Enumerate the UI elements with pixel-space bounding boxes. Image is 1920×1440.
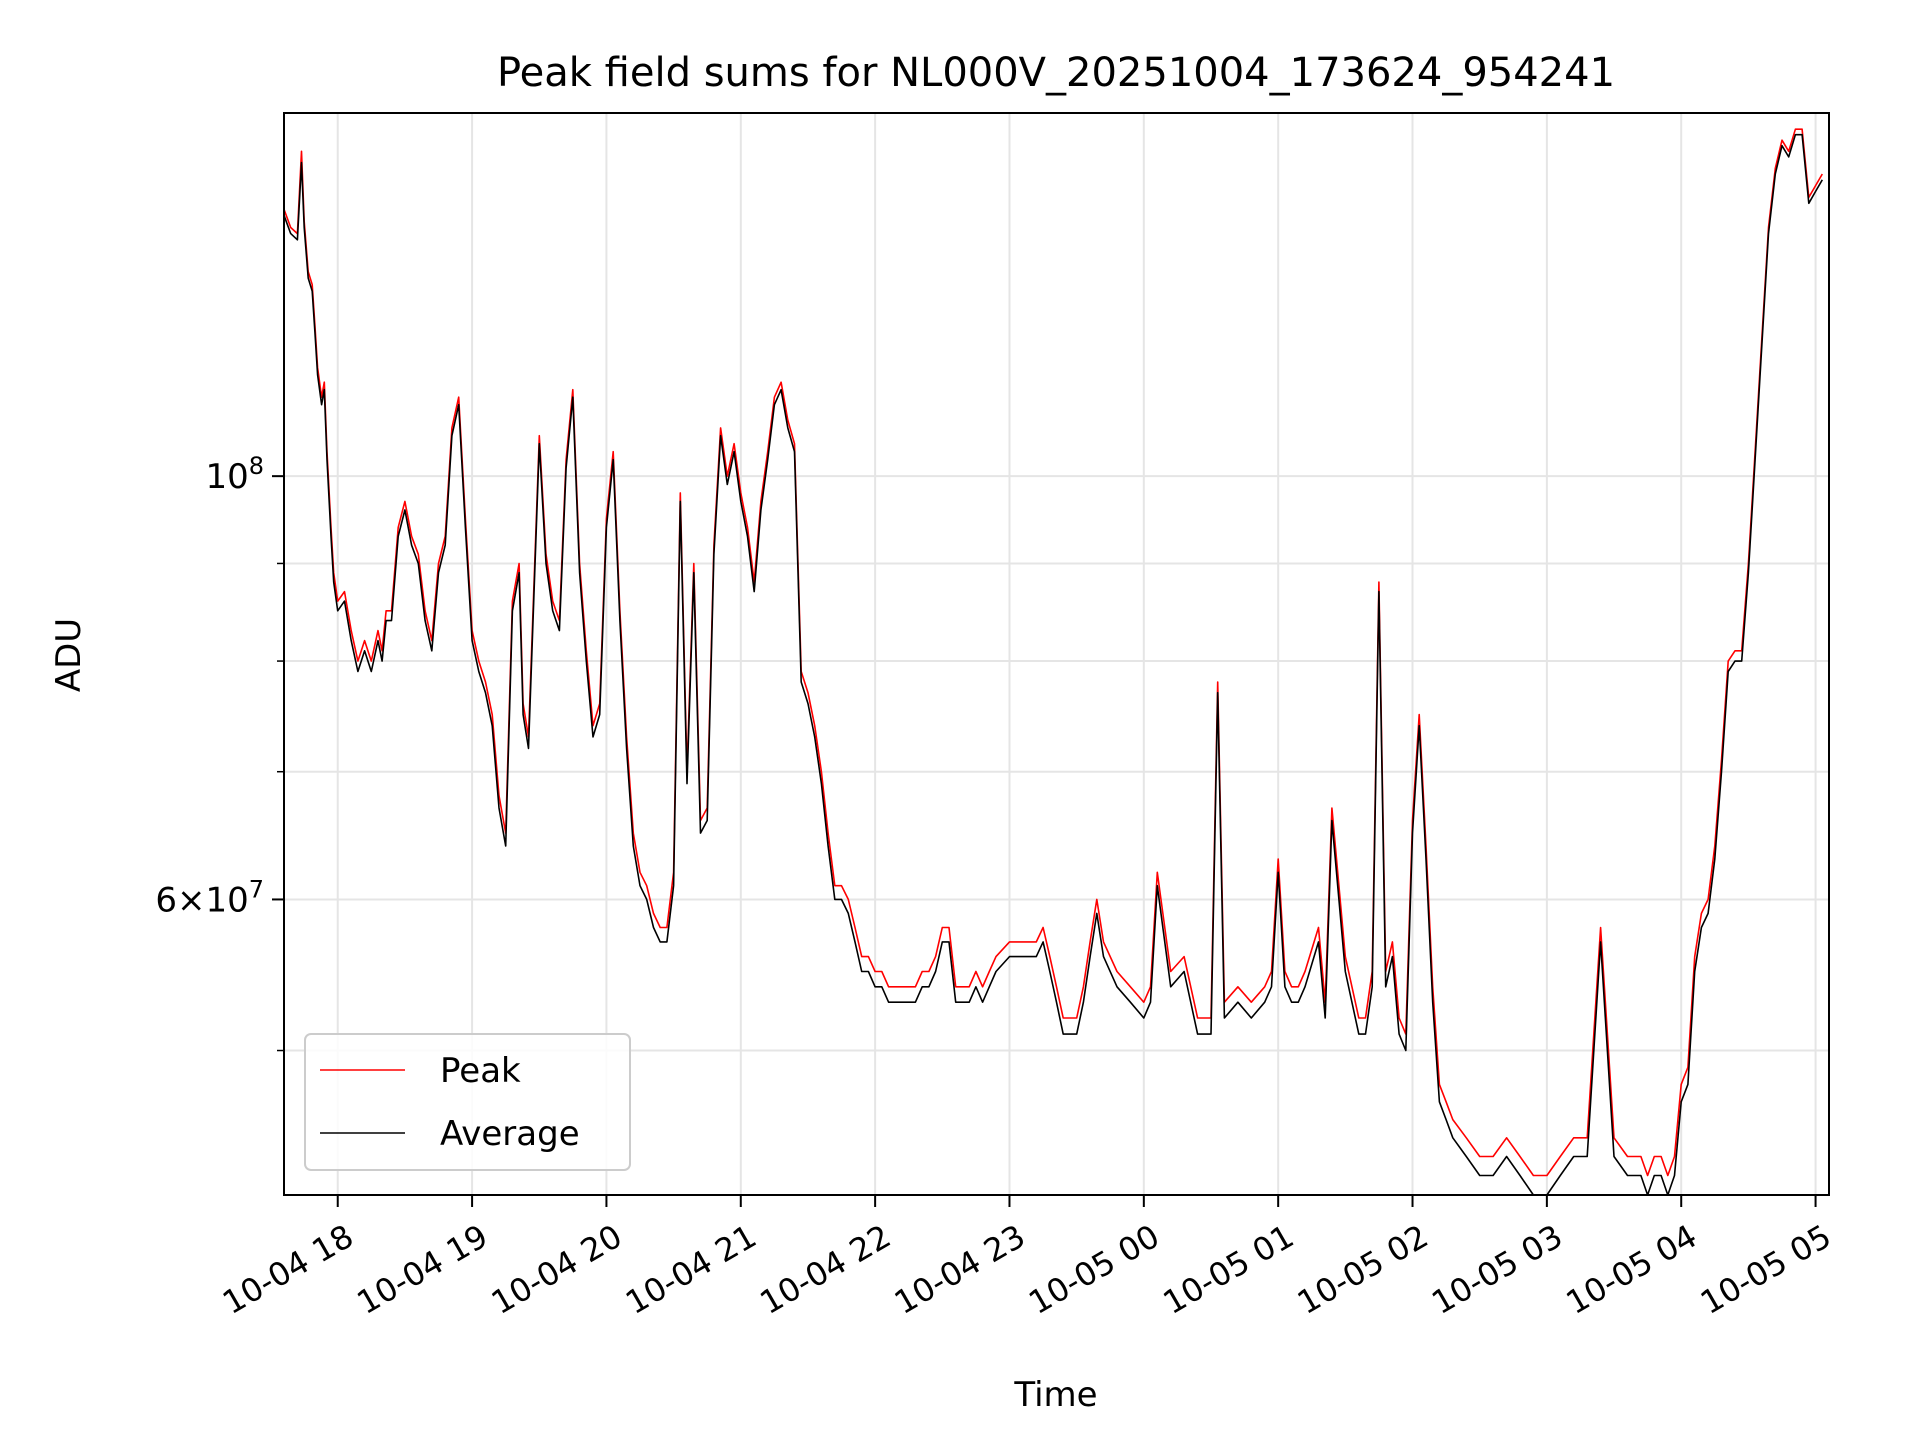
legend-peak-label: Peak [440,1051,521,1091]
series-line-average [283,133,1823,1196]
grid [284,113,1829,1195]
legend-box [304,1033,631,1171]
legend: Peak Average [304,1033,631,1171]
y-tick-label: 6×107 [155,875,264,920]
x-axis-label: Time [1013,1375,1097,1415]
plot-frame [283,112,1830,1196]
series-layer [283,128,1823,1196]
y-axis-label: ADU [49,618,89,692]
legend-average-label: Average [440,1114,580,1154]
y-axis-ticks: 108 6×107 [155,452,284,1052]
y-tick-label: 108 [205,452,264,497]
chart-title: Peak field sums for NL000V_20251004_1736… [497,50,1615,96]
